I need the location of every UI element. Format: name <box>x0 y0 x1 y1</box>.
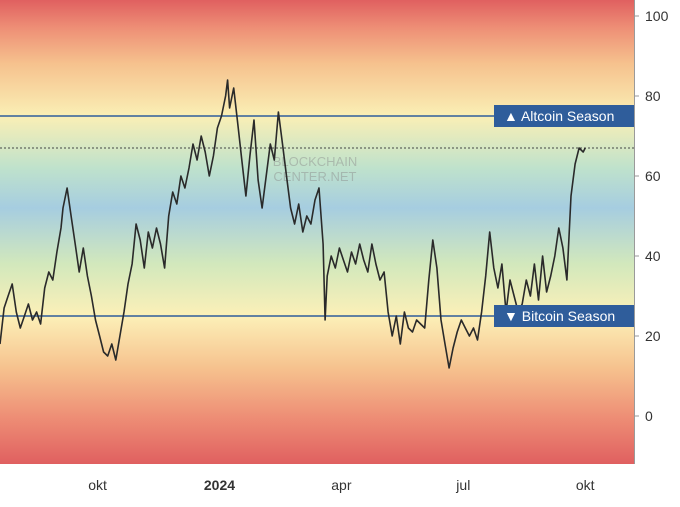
y-tick-label-20: 20 <box>645 328 661 344</box>
threshold-label-box-1 <box>494 305 634 327</box>
threshold-label-box-0 <box>494 105 634 127</box>
plot-background <box>0 0 634 464</box>
y-tick-label-40: 40 <box>645 248 661 264</box>
series-line <box>0 79 586 369</box>
watermark-line-1: BLOCKCHAIN <box>273 154 358 169</box>
x-tick-label-4: okt <box>576 477 595 493</box>
threshold-label-1: ▼ Bitcoin Season <box>504 308 615 324</box>
y-tick-label-0: 0 <box>645 408 653 424</box>
y-tick-label-100: 100 <box>645 8 669 24</box>
x-tick-label-2: apr <box>331 477 352 493</box>
x-axis-panel <box>0 464 680 502</box>
y-tick-label-80: 80 <box>645 88 661 104</box>
y-tick-label-60: 60 <box>645 168 661 184</box>
x-tick-label-0: okt <box>88 477 107 493</box>
x-tick-label-3: jul <box>455 477 470 493</box>
y-axis-panel <box>634 0 680 502</box>
watermark-line-2: CENTER.NET <box>273 169 356 184</box>
threshold-label-0: ▲ Altcoin Season <box>504 108 614 124</box>
x-tick-label-1: 2024 <box>204 477 235 493</box>
